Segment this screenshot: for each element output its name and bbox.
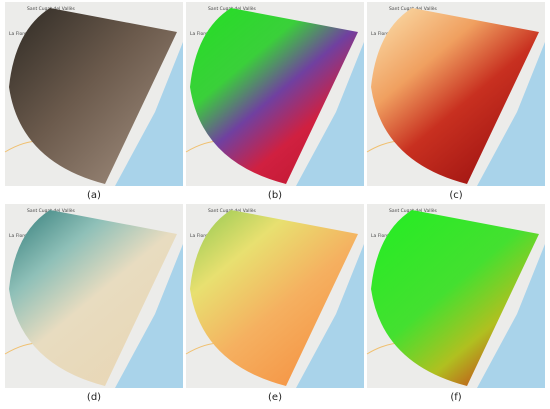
map-label: La Floresta bbox=[9, 233, 34, 239]
panel-caption: (e) bbox=[268, 392, 282, 403]
map-label: La Floresta bbox=[9, 31, 34, 37]
map-label: La Floresta bbox=[371, 233, 396, 239]
panel-caption: (c) bbox=[449, 190, 462, 201]
data-overlay bbox=[371, 210, 539, 386]
map-panel: Sant Cugat del VallèsLa Floresta bbox=[366, 204, 545, 388]
panel-caption: (b) bbox=[268, 190, 282, 201]
sea bbox=[477, 244, 545, 388]
data-overlay bbox=[190, 8, 358, 184]
data-overlay bbox=[190, 210, 358, 386]
map-label: La Floresta bbox=[190, 233, 215, 239]
data-overlay bbox=[9, 8, 177, 184]
panel-caption: (f) bbox=[450, 392, 461, 403]
sea bbox=[296, 42, 364, 186]
data-overlay bbox=[9, 210, 177, 386]
map-panel: Sant Cugat del VallèsLa Floresta bbox=[185, 204, 364, 388]
sea bbox=[115, 244, 183, 388]
map-panel: Sant Cugat del VallèsLa Floresta bbox=[4, 2, 183, 186]
map-panel: Sant Cugat del VallèsLa Floresta bbox=[366, 2, 545, 186]
sea bbox=[296, 244, 364, 388]
panel-caption: (d) bbox=[87, 392, 101, 403]
data-overlay bbox=[371, 8, 539, 184]
panel-caption: (a) bbox=[87, 190, 101, 201]
sea bbox=[115, 42, 183, 186]
sea bbox=[477, 42, 545, 186]
map-label: La Floresta bbox=[371, 31, 396, 37]
map-label: La Floresta bbox=[190, 31, 215, 37]
map-panel: Sant Cugat del VallèsLa Floresta bbox=[185, 2, 364, 186]
map-panel: Sant Cugat del VallèsLa Floresta bbox=[4, 204, 183, 388]
